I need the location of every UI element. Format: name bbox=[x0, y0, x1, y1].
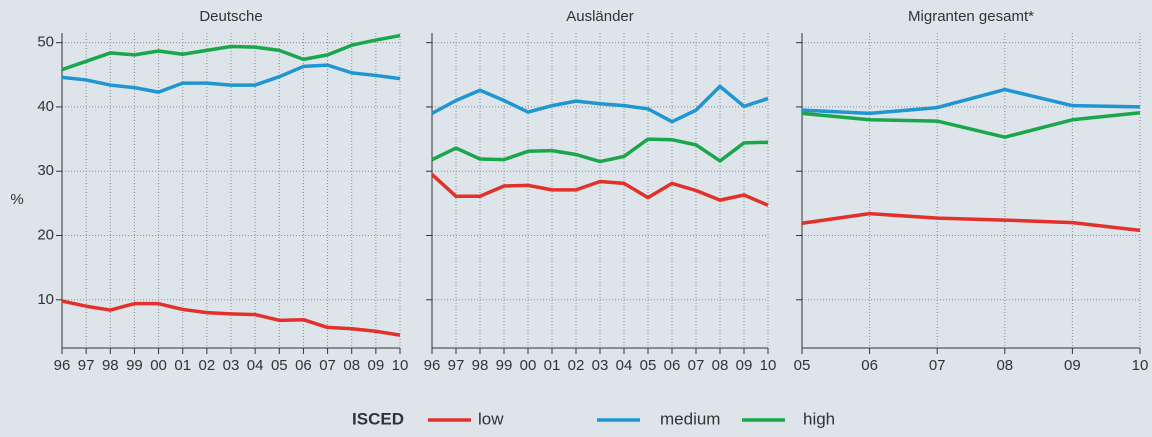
x-tick-label: 99 bbox=[126, 357, 143, 374]
x-tick-label: 03 bbox=[592, 357, 609, 374]
x-tick-label: 97 bbox=[78, 357, 95, 374]
series-line: medium bbox=[61, 63, 401, 94]
x-tick-label: 99 bbox=[496, 357, 513, 374]
legend-label: high bbox=[803, 409, 835, 428]
x-tick-label: 09 bbox=[1064, 357, 1081, 374]
series-line: high bbox=[61, 33, 401, 72]
x-tick-label: 07 bbox=[929, 357, 946, 374]
x-tick-label: 05 bbox=[271, 357, 288, 374]
x-tick-label: 02 bbox=[568, 357, 585, 374]
panel-title: Deutsche bbox=[199, 8, 262, 25]
x-tick-label: 98 bbox=[102, 357, 119, 374]
x-tick-label: 10 bbox=[392, 357, 409, 374]
legend-label: low bbox=[478, 409, 504, 428]
series-line: low bbox=[61, 299, 401, 337]
y-tick-label: 40 bbox=[37, 98, 54, 115]
series-line: medium bbox=[801, 87, 1141, 116]
x-tick-label: 06 bbox=[664, 357, 681, 374]
x-tick-label: 04 bbox=[616, 357, 633, 374]
x-tick-label: 06 bbox=[295, 357, 312, 374]
x-tick-label: 01 bbox=[544, 357, 561, 374]
x-tick-label: 08 bbox=[343, 357, 360, 374]
y-tick-label: 30 bbox=[37, 162, 54, 179]
panel-title: Migranten gesamt* bbox=[908, 8, 1034, 25]
y-tick-label: 20 bbox=[37, 226, 54, 243]
series-line: high bbox=[431, 137, 769, 164]
x-tick-label: 01 bbox=[174, 357, 191, 374]
x-tick-label: 97 bbox=[448, 357, 465, 374]
x-tick-label: 07 bbox=[688, 357, 705, 374]
x-tick-label: 04 bbox=[247, 357, 264, 374]
x-tick-label: 10 bbox=[760, 357, 777, 374]
x-tick-label: 98 bbox=[472, 357, 489, 374]
series-line: low bbox=[430, 173, 769, 207]
legend-label: medium bbox=[660, 409, 720, 428]
x-tick-label: 03 bbox=[223, 357, 240, 374]
x-tick-label: 00 bbox=[520, 357, 537, 374]
x-tick-label: 08 bbox=[712, 357, 729, 374]
x-tick-label: 09 bbox=[736, 357, 753, 374]
x-tick-label: 05 bbox=[640, 357, 657, 374]
panel-title: Ausländer bbox=[566, 8, 634, 25]
series-line: high bbox=[801, 110, 1141, 139]
x-tick-label: 06 bbox=[861, 357, 878, 374]
x-tick-label: 02 bbox=[199, 357, 216, 374]
y-tick-label: 50 bbox=[37, 34, 54, 51]
x-tick-label: 10 bbox=[1132, 357, 1149, 374]
x-tick-label: 07 bbox=[319, 357, 336, 374]
x-tick-label: 09 bbox=[368, 357, 385, 374]
x-tick-label: 05 bbox=[794, 357, 811, 374]
x-tick-label: 08 bbox=[996, 357, 1013, 374]
series-line: low bbox=[801, 211, 1141, 233]
x-tick-label: 96 bbox=[54, 357, 71, 374]
y-tick-label: 10 bbox=[37, 291, 54, 308]
x-tick-label: 00 bbox=[150, 357, 167, 374]
x-tick-label: 96 bbox=[424, 357, 441, 374]
y-axis-label: % bbox=[10, 191, 23, 208]
series-line: medium bbox=[431, 84, 769, 124]
legend-title: ISCED bbox=[352, 409, 404, 428]
